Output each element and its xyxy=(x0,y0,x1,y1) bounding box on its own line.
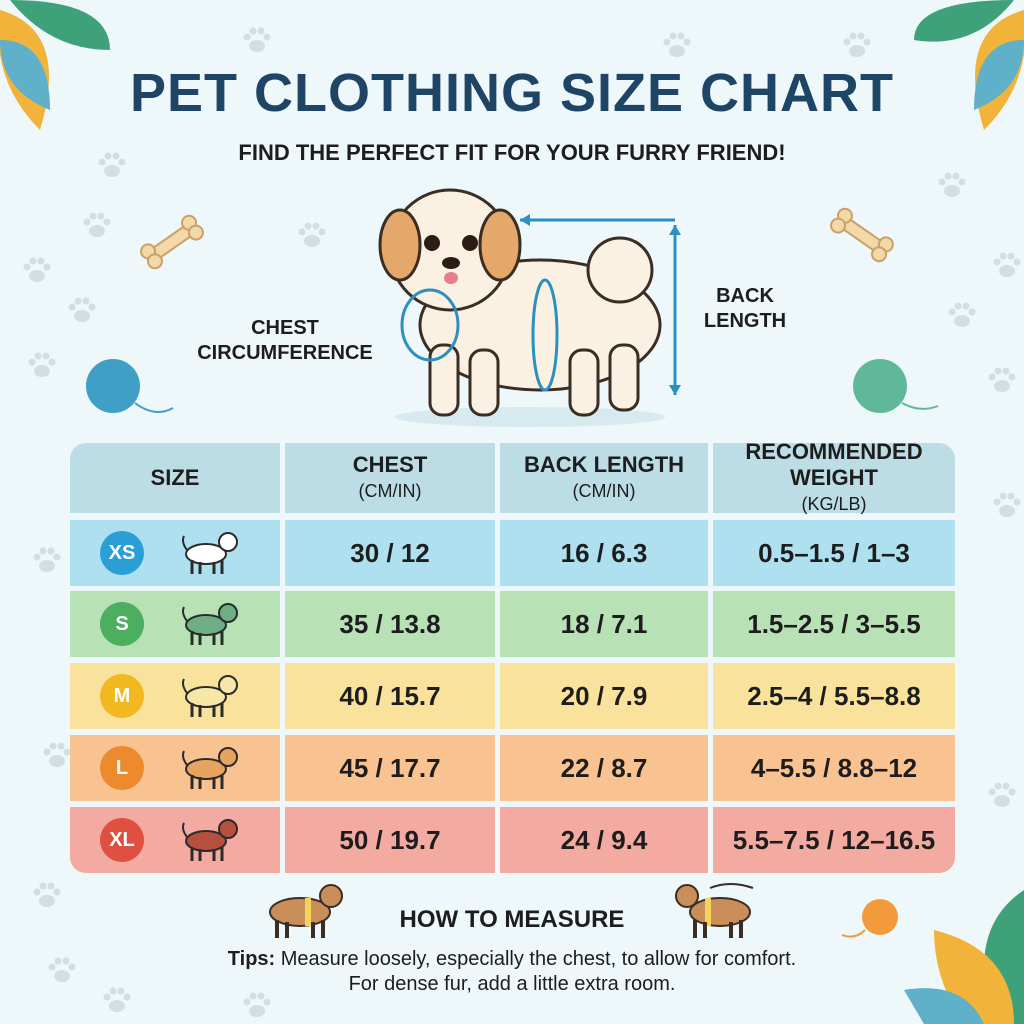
dog-silhouette-icon xyxy=(182,532,238,574)
back-length-cell: 16 / 6.3 xyxy=(500,520,708,586)
back-length-cell: 20 / 7.9 xyxy=(500,663,708,729)
page-title: PET CLOTHING SIZE CHART xyxy=(130,63,894,123)
tips-text: Tips: Measure loosely, especially the ch… xyxy=(0,947,1024,997)
size-label: XS xyxy=(108,541,136,564)
header-chest: CHEST (CM/IN) xyxy=(285,443,495,513)
paw-print-icon xyxy=(243,27,271,52)
size-label: S xyxy=(115,612,129,635)
weight-cell: 5.5–7.5 / 12–16.5 xyxy=(713,807,955,873)
leaves-decoration-top-right xyxy=(914,0,1024,130)
size-label: XL xyxy=(109,828,135,851)
page-subtitle: FIND THE PERFECT FIT FOR YOUR FURRY FRIE… xyxy=(238,140,786,165)
leaves-decoration-top-left xyxy=(0,0,110,130)
tips-line-2: For dense fur, add a little extra room. xyxy=(348,973,676,995)
size-cell: S xyxy=(70,591,280,657)
size-cell: M xyxy=(70,663,280,729)
weight-cell: 2.5–4 / 5.5–8.8 xyxy=(713,663,955,729)
size-label: L xyxy=(115,756,129,779)
table-row: L 45 / 17.7 22 / 8.7 4–5.5 / 8.8–12 xyxy=(70,735,955,801)
header-unit: (CM/IN) xyxy=(358,481,422,501)
back-length-cell: 18 / 7.1 xyxy=(500,591,708,657)
weight-cell: 1.5–2.5 / 3–5.5 xyxy=(713,591,955,657)
paw-print-icon xyxy=(663,32,691,57)
header-back-length: BACK LENGTH (CM/IN) xyxy=(500,443,708,513)
table-row: XL 50 / 19.7 24 / 9.4 5.5–7.5 / 12–16.5 xyxy=(70,807,955,873)
dog-silhouette-icon xyxy=(182,819,238,861)
size-badge: XL xyxy=(100,818,144,862)
yarn-ball-icon xyxy=(853,359,939,413)
bone-icon xyxy=(830,207,894,263)
table-row: XS 30 / 12 16 / 6.3 0.5–1.5 / 1–3 xyxy=(70,520,955,586)
paw-print-icon xyxy=(48,957,76,982)
paw-print-icon xyxy=(938,172,966,197)
size-badge: XS xyxy=(100,531,144,575)
back-length-cell: 22 / 8.7 xyxy=(500,735,708,801)
paw-print-icon xyxy=(948,302,976,327)
chest-cell: 30 / 12 xyxy=(285,520,495,586)
paw-print-icon xyxy=(298,222,326,247)
header-size: SIZE xyxy=(70,443,280,513)
how-to-measure-heading: HOW TO MEASURE xyxy=(399,906,625,933)
paw-print-icon xyxy=(988,782,1016,807)
paw-print-icon xyxy=(83,212,111,237)
paw-print-icon xyxy=(843,32,871,57)
paw-print-icon xyxy=(23,257,51,282)
dog-silhouette-icon xyxy=(182,603,238,645)
table-row: S 35 / 13.8 18 / 7.1 1.5–2.5 / 3–5.5 xyxy=(70,591,955,657)
yarn-ball-icon xyxy=(86,359,174,413)
paw-print-icon xyxy=(993,492,1021,517)
paw-print-icon xyxy=(43,742,71,767)
chest-cell: 50 / 19.7 xyxy=(285,807,495,873)
paw-print-icon xyxy=(28,352,56,377)
back-length-cell: 24 / 9.4 xyxy=(500,807,708,873)
size-cell: L xyxy=(70,735,280,801)
header-label: BACK LENGTH xyxy=(523,452,685,477)
size-badge: M xyxy=(100,674,144,718)
table-row: M 40 / 15.7 20 / 7.9 2.5–4 / 5.5–8.8 xyxy=(70,663,955,729)
paw-print-icon xyxy=(988,367,1016,392)
chest-cell: 40 / 15.7 xyxy=(285,663,495,729)
back-length-label: BACK LENGTH xyxy=(703,285,787,332)
tips-line-1: Measure loosely, especially the chest, t… xyxy=(275,948,797,970)
header-unit: (CM/IN) xyxy=(572,481,636,501)
dog-silhouette-icon xyxy=(182,675,238,717)
weight-cell: 0.5–1.5 / 1–3 xyxy=(713,520,955,586)
leaves-decoration-bottom-right xyxy=(904,890,1024,1024)
paw-print-icon xyxy=(103,987,131,1012)
weight-cell: 4–5.5 / 8.8–12 xyxy=(713,735,955,801)
header-label: RECOMMENDED WEIGHT xyxy=(745,439,923,490)
paw-print-icon xyxy=(243,992,271,1017)
size-badge: L xyxy=(100,746,144,790)
yarn-ball-icon xyxy=(841,899,898,938)
header-label: SIZE xyxy=(150,465,200,490)
size-label: M xyxy=(113,684,131,707)
dog-chest-measure-icon xyxy=(269,884,343,938)
paw-print-icon xyxy=(33,882,61,907)
chest-circumference-label: CHEST CIRCUMFERENCE xyxy=(197,317,373,364)
header-unit: (KG/LB) xyxy=(801,494,867,514)
chest-cell: 35 / 13.8 xyxy=(285,591,495,657)
header-label: CHEST xyxy=(352,452,428,477)
paw-print-icon xyxy=(993,252,1021,277)
dog-measurement-illustration xyxy=(378,188,681,427)
size-cell: XL xyxy=(70,807,280,873)
size-cell: XS xyxy=(70,520,280,586)
bone-icon xyxy=(140,214,204,270)
paw-print-icon xyxy=(68,297,96,322)
table-header-row: SIZE CHEST (CM/IN) BACK LENGTH (CM/IN) REC… xyxy=(70,439,955,514)
paw-print-icon xyxy=(98,152,126,177)
dog-back-measure-icon xyxy=(675,883,754,938)
size-badge: S xyxy=(100,602,144,646)
header-weight: RECOMMENDED WEIGHT (KG/LB) xyxy=(713,439,955,514)
tips-label: Tips: xyxy=(227,948,276,970)
chest-cell: 45 / 17.7 xyxy=(285,735,495,801)
dog-silhouette-icon xyxy=(182,747,238,789)
paw-print-icon xyxy=(33,547,61,572)
